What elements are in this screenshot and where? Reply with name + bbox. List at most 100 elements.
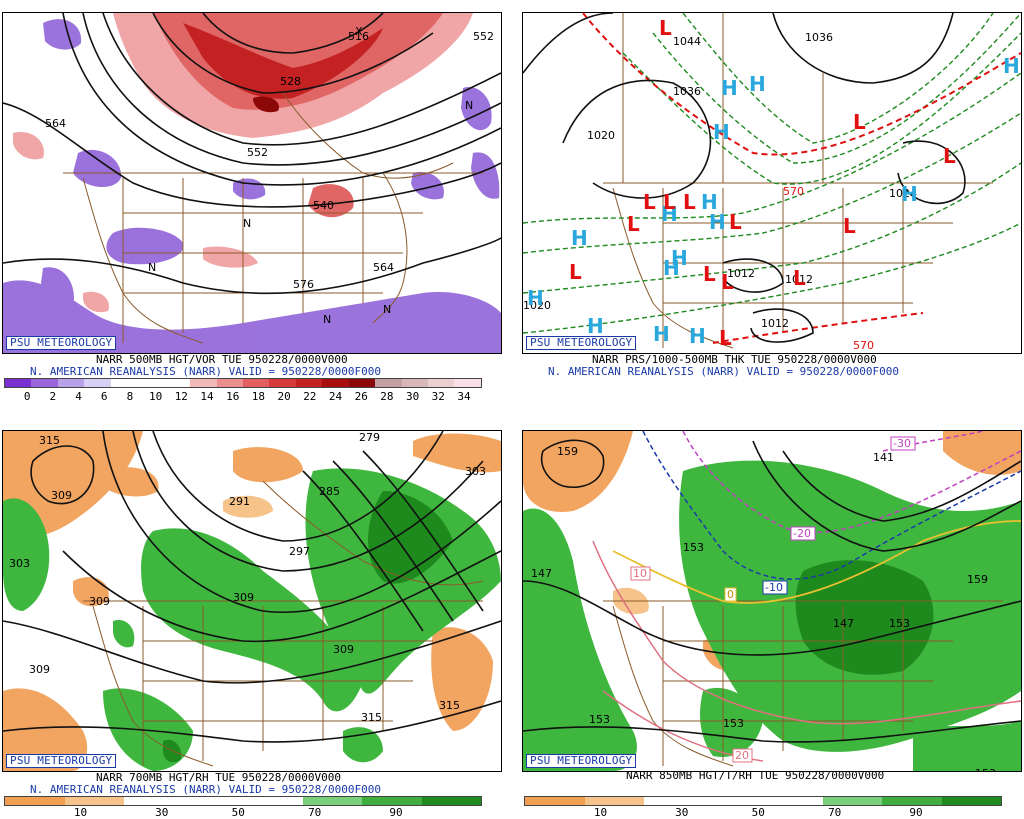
t850-contour-labels: 159 141 147 153 153 147 153 159 153 153 — [531, 445, 996, 771]
thickness-label: 570 — [853, 339, 874, 352]
contour-label: 315 — [361, 711, 382, 724]
low-center: L — [729, 210, 742, 234]
pressure-centers: H H H H H H H H H H H H H H H L L L L L — [527, 16, 1020, 350]
x-marker: X — [355, 25, 363, 38]
psu-badge: PSU METEOROLOGY — [6, 336, 117, 350]
psu-badge: PSU METEOROLOGY — [6, 754, 117, 768]
contour-label: 159 — [557, 445, 578, 458]
low-center: L — [659, 16, 672, 40]
contour-label: 552 — [473, 30, 494, 43]
rh700-contour-labels: 315 309 303 309 309 279 285 291 297 309 … — [9, 431, 486, 724]
isobar-label: 1024 — [889, 187, 917, 200]
scale-tick-label: 70 — [308, 806, 322, 819]
vorticity-markers: N N N N N X — [148, 25, 473, 326]
scale-tick-label: 24 — [328, 390, 343, 403]
height-contours — [523, 439, 1021, 743]
vorticity-scale-ticks: 0 2 4 6 8 10 12 14 16 18 20 22 24 26 28 30 32 34 — [4, 390, 480, 404]
contour-label: 552 — [247, 146, 268, 159]
scale-swatch — [137, 379, 164, 387]
scale-tick-label: 20 — [277, 390, 291, 403]
t850-scale-ticks: 10 30 50 70 90 — [524, 806, 1000, 819]
scale-swatch — [421, 797, 481, 805]
rh700-scale-ticks: 10 30 50 70 90 — [4, 806, 480, 819]
scale-tick-label: 30 — [675, 806, 689, 819]
contour-label: 153 — [723, 717, 744, 730]
temperature-labels: -30 -20 -10 0 10 20 — [630, 436, 916, 763]
pressure-map-svg: 1044 1036 1020 1020 1012 1012 1012 1036 … — [523, 13, 1021, 352]
scale-swatch — [295, 379, 323, 387]
isobar-label: 1012 — [761, 317, 789, 330]
rh700-color-scale — [4, 796, 482, 806]
low-center: L — [843, 214, 856, 238]
high-center: H — [587, 314, 604, 338]
caption-line1: NARR PRS/1000-500MB THK TUE 950228/0000V… — [592, 353, 877, 366]
vorticity-contour-labels: 516 552 564 552 576 528 540 564 — [45, 30, 494, 291]
scale-tick-label: 2 — [49, 390, 57, 403]
contour-label: 297 — [289, 545, 310, 558]
scale-swatch — [31, 379, 58, 387]
thickness-label: 570 — [783, 185, 804, 198]
scale-tick-label: 6 — [100, 390, 108, 403]
low-center: L — [853, 110, 866, 134]
contour-label: 153 — [975, 767, 996, 771]
negative-vorticity-fill — [3, 19, 501, 353]
n-marker: N — [148, 261, 156, 274]
political-boundaries — [83, 480, 484, 767]
scale-swatch — [110, 379, 138, 387]
contour-label: 303 — [465, 465, 486, 478]
scale-swatch — [163, 379, 191, 387]
contour-label: 147 — [833, 617, 854, 630]
isobar-label: 1036 — [805, 31, 833, 44]
scale-swatch — [302, 797, 362, 805]
n-marker: N — [383, 303, 391, 316]
psu-badge: PSU METEOROLOGY — [526, 336, 637, 350]
scale-swatch — [703, 797, 763, 805]
scale-tick-label: 10 — [148, 390, 163, 403]
low-center: L — [719, 326, 732, 350]
contour-label: 576 — [293, 278, 314, 291]
scale-swatch — [5, 797, 65, 805]
n-marker: N — [323, 313, 331, 326]
high-center: H — [1003, 54, 1020, 78]
high-center: H — [701, 190, 718, 214]
scale-swatch — [428, 379, 455, 387]
scale-swatch — [882, 797, 942, 805]
contour-label: 309 — [233, 591, 254, 604]
caption-line1: NARR 700MB HGT/RH TUE 950228/0000V000 — [96, 771, 342, 784]
scale-tick-label: 90 — [389, 806, 403, 819]
caption-line1: NARR 500MB HGT/VOR TUE 950228/0000V000 — [96, 353, 348, 366]
low-center: L — [721, 270, 734, 294]
scale-swatch — [5, 379, 32, 387]
rh700-map: 315 309 303 309 309 279 285 291 297 309 … — [2, 430, 502, 772]
moist-fill — [3, 468, 501, 771]
contour-label: 309 — [51, 489, 72, 502]
scale-tick-label: 30 — [155, 806, 169, 819]
high-center: H — [663, 256, 680, 280]
scale-tick-label: 32 — [431, 390, 445, 403]
scale-tick-label: 26 — [354, 390, 368, 403]
high-center: H — [709, 210, 726, 234]
temp-label-20: 20 — [735, 749, 749, 762]
contour-label: 315 — [439, 699, 460, 712]
scale-swatch — [57, 379, 85, 387]
high-center: H — [721, 76, 738, 100]
contour-label: 564 — [45, 117, 66, 130]
scale-swatch — [822, 797, 882, 805]
isobar-label: 1036 — [673, 85, 701, 98]
contour-label: 309 — [89, 595, 110, 608]
scale-swatch — [243, 797, 303, 805]
pressure-map: 1044 1036 1020 1020 1012 1012 1012 1036 … — [522, 12, 1022, 354]
scale-tick-label: 28 — [380, 390, 394, 403]
t850-color-scale — [524, 796, 1002, 806]
scale-swatch — [124, 797, 184, 805]
psu-badge: PSU METEOROLOGY — [526, 754, 637, 768]
thickness-570-lines — [582, 13, 1021, 344]
scale-swatch — [401, 379, 428, 387]
scale-swatch — [644, 797, 704, 805]
scale-tick-label: 22 — [303, 390, 317, 403]
panel-700mb-rh: 315 309 303 309 309 279 285 291 297 309 … — [0, 410, 512, 819]
scale-tick-label: 16 — [226, 390, 240, 403]
scale-tick-label: 18 — [251, 390, 266, 403]
isobar-label: 1044 — [673, 35, 701, 48]
scale-tick-label: 30 — [405, 390, 420, 403]
